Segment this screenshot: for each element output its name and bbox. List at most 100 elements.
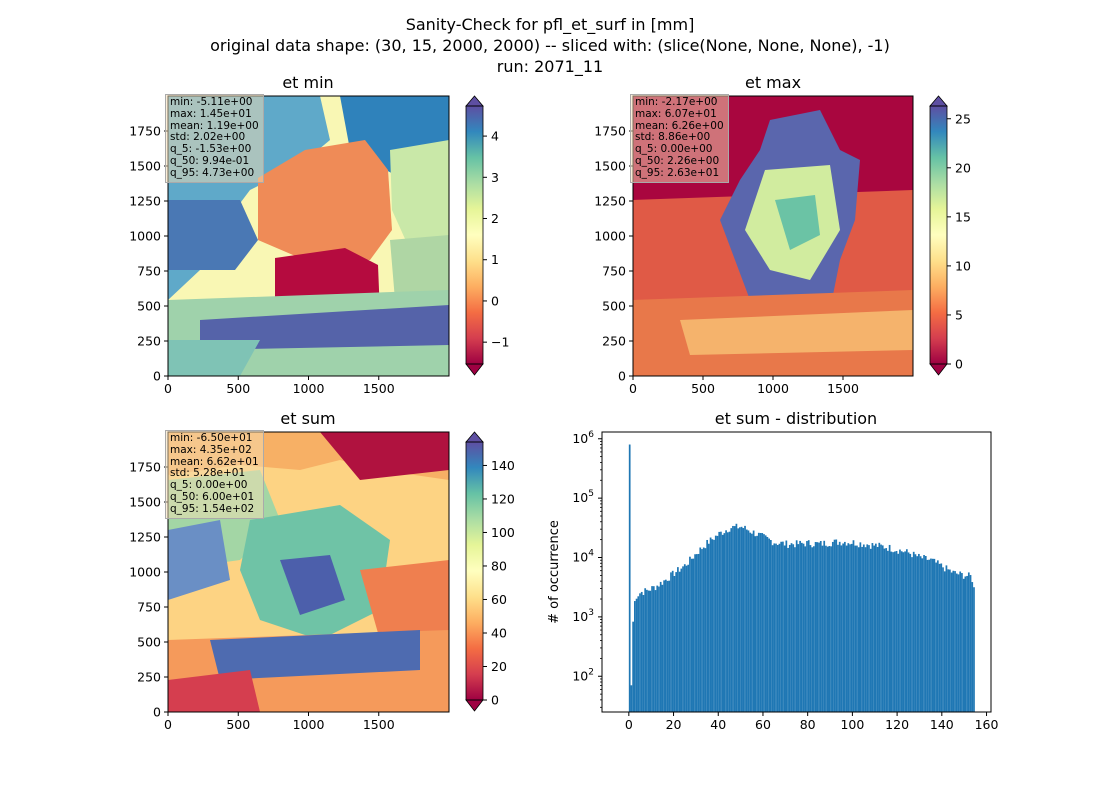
histogram-bar [646, 589, 648, 712]
map-et-min: et min 0 500 1000 1500175015001250100075050… [129, 73, 509, 396]
histogram-bar [677, 567, 679, 712]
stat-mean: mean: 6.62e+01 [170, 455, 259, 468]
colorbar-tick-label: 1 [491, 252, 499, 267]
y-tick-label: 1500 [129, 159, 161, 174]
histogram-bar [966, 575, 968, 712]
stat-min: min: -5.11e+00 [170, 96, 253, 108]
y-tick-label: 104 [572, 549, 594, 565]
histogram-bar [637, 596, 640, 712]
histogram-bar [690, 558, 693, 712]
x-tick-label: 500 [226, 381, 250, 396]
histogram-bar [697, 553, 700, 712]
histogram-bar [833, 539, 836, 712]
histogram-bar [713, 539, 715, 712]
histogram-bar [794, 547, 796, 712]
colorbar-tick-label: 25 [955, 111, 971, 126]
histogram-bar [971, 582, 974, 712]
heatmap-et-min [168, 96, 449, 376]
suptitle-line-1: Sanity-Check for pfl_et_surf in [mm] [405, 15, 695, 34]
y-tick-label: 1750 [129, 460, 161, 475]
histogram-axes: 0 20 40 60 80 100 120 140 160 102 103 104 105 106 [572, 430, 998, 732]
histogram-bar [728, 531, 731, 712]
colorbar-et-min: 4 3 2 1 0 −1 [465, 95, 509, 376]
histogram-bar [806, 541, 808, 712]
stat-max: max: 4.35e+02 [170, 443, 252, 456]
histogram-bar [725, 530, 727, 712]
stat-q95: q_95: 4.73e+00 [170, 166, 255, 179]
y-tick-label: 1500 [594, 159, 626, 174]
histogram-bar [666, 580, 669, 712]
histogram-bar [775, 543, 777, 712]
stat-q50: q_50: 2.26e+00 [635, 154, 720, 167]
colorbar-tick-label: 40 [491, 625, 507, 640]
stat-mean: mean: 6.26e+00 [635, 119, 724, 132]
y-tick-label: 1000 [129, 565, 161, 580]
colorbar-tick-label: 60 [491, 592, 507, 607]
histogram-bar [876, 546, 879, 712]
histogram-bar [885, 548, 888, 712]
stats-box-et-sum: min: -6.50e+01 max: 4.35e+02 mean: 6.62e… [165, 430, 264, 519]
colorbar-tick-label: 0 [491, 693, 499, 708]
histogram-bar [852, 540, 855, 712]
histogram-bar [771, 545, 774, 712]
histogram-bar [969, 575, 972, 712]
histogram-bar [683, 564, 686, 712]
colorbar-tick-label: −1 [491, 335, 509, 350]
histogram-bar [633, 601, 636, 712]
histogram-bar [890, 551, 893, 712]
histogram-bar [850, 543, 853, 712]
histogram-bar [652, 586, 655, 712]
histogram-bar [675, 572, 678, 712]
histogram-bar [926, 559, 929, 712]
y-tick-label: 250 [602, 334, 626, 349]
histogram-bar [754, 536, 757, 712]
histogram-bar [847, 543, 850, 712]
histogram-bar [635, 598, 638, 712]
histogram-bar [873, 545, 875, 712]
histogram-bar [831, 541, 834, 712]
stat-q95: q_95: 1.54e+02 [170, 502, 255, 515]
colorbar-tick-label: 0 [491, 293, 499, 308]
histogram-bar [919, 556, 922, 712]
histogram-bar [957, 574, 960, 712]
histogram-bar [788, 544, 791, 712]
histogram-bar [845, 545, 848, 712]
histogram-bar [911, 557, 913, 712]
y-tick-label: 750 [602, 264, 626, 279]
histogram-bar [742, 528, 745, 712]
x-tick-label: 100 [840, 717, 864, 732]
histogram-bar [723, 533, 726, 712]
histogram-bar [943, 571, 946, 712]
x-tick-label: 1500 [363, 717, 395, 732]
stat-max: max: 1.45e+01 [170, 107, 252, 120]
histogram-bar [959, 571, 962, 712]
x-tick-label: 0 [164, 381, 172, 396]
histogram-bar [695, 554, 698, 712]
stat-std: std: 2.02e+00 [170, 131, 246, 144]
histogram-bar [678, 571, 681, 712]
x-tick-label: 140 [930, 717, 954, 732]
histogram-bar [704, 548, 707, 712]
stat-q5: q_5: 0.00e+00 [170, 479, 248, 492]
histogram-bar [726, 532, 729, 712]
histogram-bar [769, 540, 772, 712]
histogram-bar [711, 539, 714, 712]
x-tick-label: 80 [800, 717, 816, 732]
histogram-bar [942, 567, 944, 712]
histogram-bar [842, 543, 845, 712]
histogram-bar [670, 572, 672, 712]
x-tick-label: 500 [691, 381, 715, 396]
suptitle-line-2: original data shape: (30, 15, 2000, 2000… [210, 36, 890, 55]
panel-title-et-min: et min [282, 73, 333, 92]
histogram-bar [809, 545, 812, 712]
histogram-bar [918, 553, 920, 712]
histogram-bar [905, 549, 908, 712]
colorbar-tick-label: 80 [491, 558, 507, 573]
x-tick-label: 1500 [363, 381, 395, 396]
colorbar-tick-label: 3 [491, 170, 499, 185]
histogram-bar [647, 590, 650, 712]
histogram-ylabel: # of occurrence [547, 520, 562, 624]
colorbar-tick-label: 140 [491, 458, 515, 473]
colorbar-tick-label: 10 [955, 258, 971, 273]
histogram-bar [821, 545, 824, 712]
